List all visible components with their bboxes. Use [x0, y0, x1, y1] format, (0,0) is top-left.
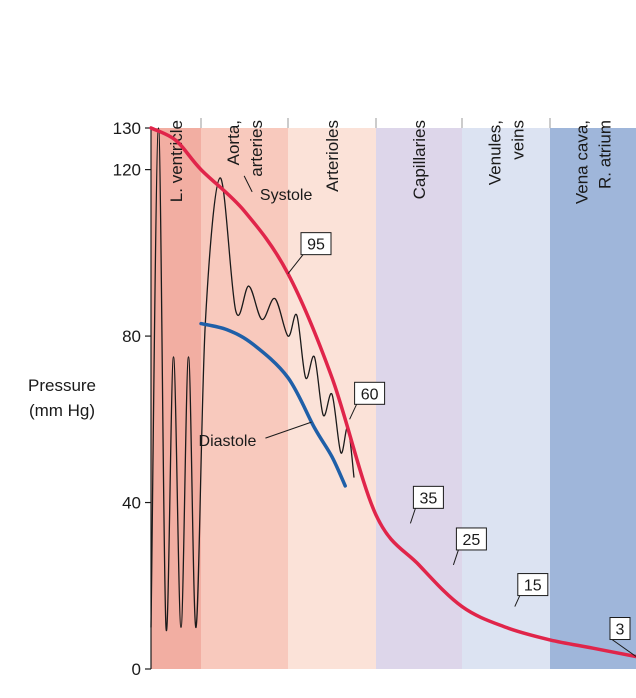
annotation-leader	[409, 508, 416, 524]
segment-label-0-0: L. ventricle	[167, 120, 186, 202]
annotation-label: 95	[307, 237, 325, 254]
segment-label-3-0: Capillaries	[410, 120, 429, 199]
segment-label-1-0: Aorta,	[224, 120, 243, 165]
vessel-bands	[151, 118, 636, 669]
annotation-15: 15	[514, 573, 549, 607]
annotation-label: 25	[463, 532, 481, 549]
annotation-label: 60	[361, 386, 379, 403]
annotation-leader	[514, 595, 521, 607]
y-tick-label-80: 80	[122, 327, 141, 346]
segment-label-5-0: Vena cava,	[573, 120, 592, 204]
pressure-series	[149, 126, 636, 659]
annotation-leader	[349, 404, 358, 420]
pressure-annotations: Systole 95 60 Diastole 35 25 15 3	[199, 175, 636, 657]
annotation-box	[455, 527, 487, 551]
segment-label-1-1: arteries	[247, 120, 266, 177]
annotation-35: 35	[409, 485, 444, 524]
segment-label-5-1: R. atrium	[596, 120, 615, 189]
band-1	[201, 128, 288, 669]
annotation-60: 60	[349, 381, 386, 420]
annotation-leader	[243, 175, 253, 193]
annotation-leader	[611, 639, 636, 657]
band-3	[376, 128, 462, 669]
y-axis-label-line-0: Pressure	[28, 376, 96, 395]
segment-label-4-0: Venules,	[486, 120, 505, 185]
annotation-box	[300, 232, 332, 256]
annotation-label: 3	[616, 622, 625, 639]
y-tick-label-130: 130	[113, 119, 141, 138]
y-axis-label-line-1: (mm Hg)	[29, 401, 95, 420]
annotation-leader	[265, 421, 312, 439]
annotation-systole: Systole	[243, 175, 313, 204]
y-axis-label: Pressure (mm Hg)	[28, 376, 96, 420]
annotation-diastole: Diastole	[199, 421, 312, 450]
y-axis: 0 40 80 120 130	[113, 119, 152, 679]
vessel-labels: L. ventricle Aorta, arteries Arterioles Capi…	[167, 120, 615, 204]
annotation-box	[354, 381, 386, 405]
segment-label-4-1: veins	[509, 120, 528, 160]
band-5	[550, 128, 636, 669]
annotation-25: 25	[452, 527, 487, 566]
annotation-leader	[452, 549, 459, 566]
annotation-leader	[287, 254, 304, 274]
annotation-box	[412, 485, 444, 509]
segment-label-2-0: Arterioles	[323, 120, 342, 192]
annotation-label: 35	[420, 490, 438, 507]
annotation-label: Diastole	[199, 433, 257, 450]
y-tick-label-40: 40	[122, 494, 141, 513]
y-tick-label-120: 120	[113, 161, 141, 180]
annotation-box	[517, 573, 549, 597]
annotation-label: 15	[524, 578, 542, 595]
annotation-box	[609, 617, 631, 641]
annotation-label: Systole	[260, 187, 313, 204]
series-diastole-line	[199, 321, 347, 488]
series-systole-line	[149, 126, 636, 659]
annotation-95: 95	[287, 232, 332, 274]
annotation-3: 3	[609, 617, 636, 657]
y-tick-label-0: 0	[132, 660, 141, 679]
band-0	[151, 128, 201, 669]
